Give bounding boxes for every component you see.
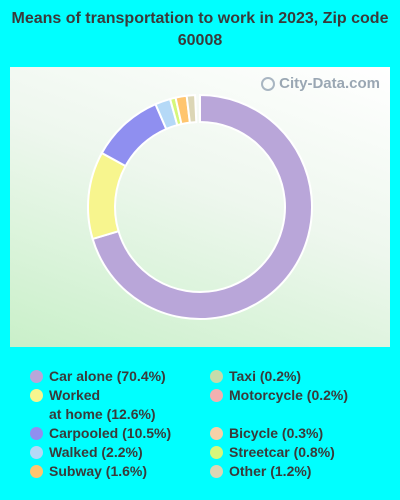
legend-item: Other (1.2%) (210, 462, 311, 481)
legend-item: Taxi (0.2%) (210, 367, 301, 386)
legend-label: Other (1.2%) (229, 463, 312, 479)
legend-label: Bicycle (0.3%) (229, 425, 324, 441)
legend-item: Carpooled (10.5%) (30, 424, 171, 443)
legend-swatch (30, 389, 43, 402)
chart-title: Means of transportation to work in 2023,… (11, 10, 389, 49)
donut-slice (91, 93, 313, 320)
search-icon (261, 76, 276, 91)
watermark: City-Data.com (261, 75, 380, 92)
legend-label: Car alone (70.4%) (49, 368, 166, 384)
watermark-text: City-Data.com (279, 75, 380, 92)
legend-swatch (30, 427, 43, 440)
donut-slice (87, 151, 127, 241)
legend-item: Subway (1.6%) (30, 462, 147, 481)
legend-swatch (210, 465, 223, 478)
legend-item: Worked at home (12.6%) (30, 386, 156, 424)
plot-area: City-Data.com (10, 67, 390, 347)
legend-swatch (210, 446, 223, 459)
legend-swatch (210, 389, 223, 402)
legend-label: Motorcycle (0.2%) (229, 387, 349, 403)
legend-label: Subway (1.6%) (49, 463, 148, 479)
legend-item: Walked (2.2%) (30, 443, 143, 462)
legend-item: Streetcar (0.8%) (210, 443, 335, 462)
legend-swatch (210, 427, 223, 440)
legend-label: Walked (2.2%) (49, 444, 143, 460)
legend-item: Motorcycle (0.2%) (210, 386, 348, 405)
legend-item: Bicycle (0.3%) (210, 424, 323, 443)
donut-slice (100, 102, 168, 168)
donut-slice (185, 94, 198, 124)
legend-label: Worked at home (12.6%) (49, 387, 156, 422)
legend-label: Taxi (0.2%) (229, 368, 302, 384)
legend-label: Streetcar (0.8%) (229, 444, 335, 460)
legend-label: Carpooled (10.5%) (49, 425, 172, 441)
legend-swatch (30, 370, 43, 383)
legend-swatch (30, 465, 43, 478)
legend-item: Car alone (70.4%) (30, 367, 166, 386)
legend-swatch (210, 370, 223, 383)
donut-chart (87, 93, 313, 320)
legend-swatch (30, 446, 43, 459)
